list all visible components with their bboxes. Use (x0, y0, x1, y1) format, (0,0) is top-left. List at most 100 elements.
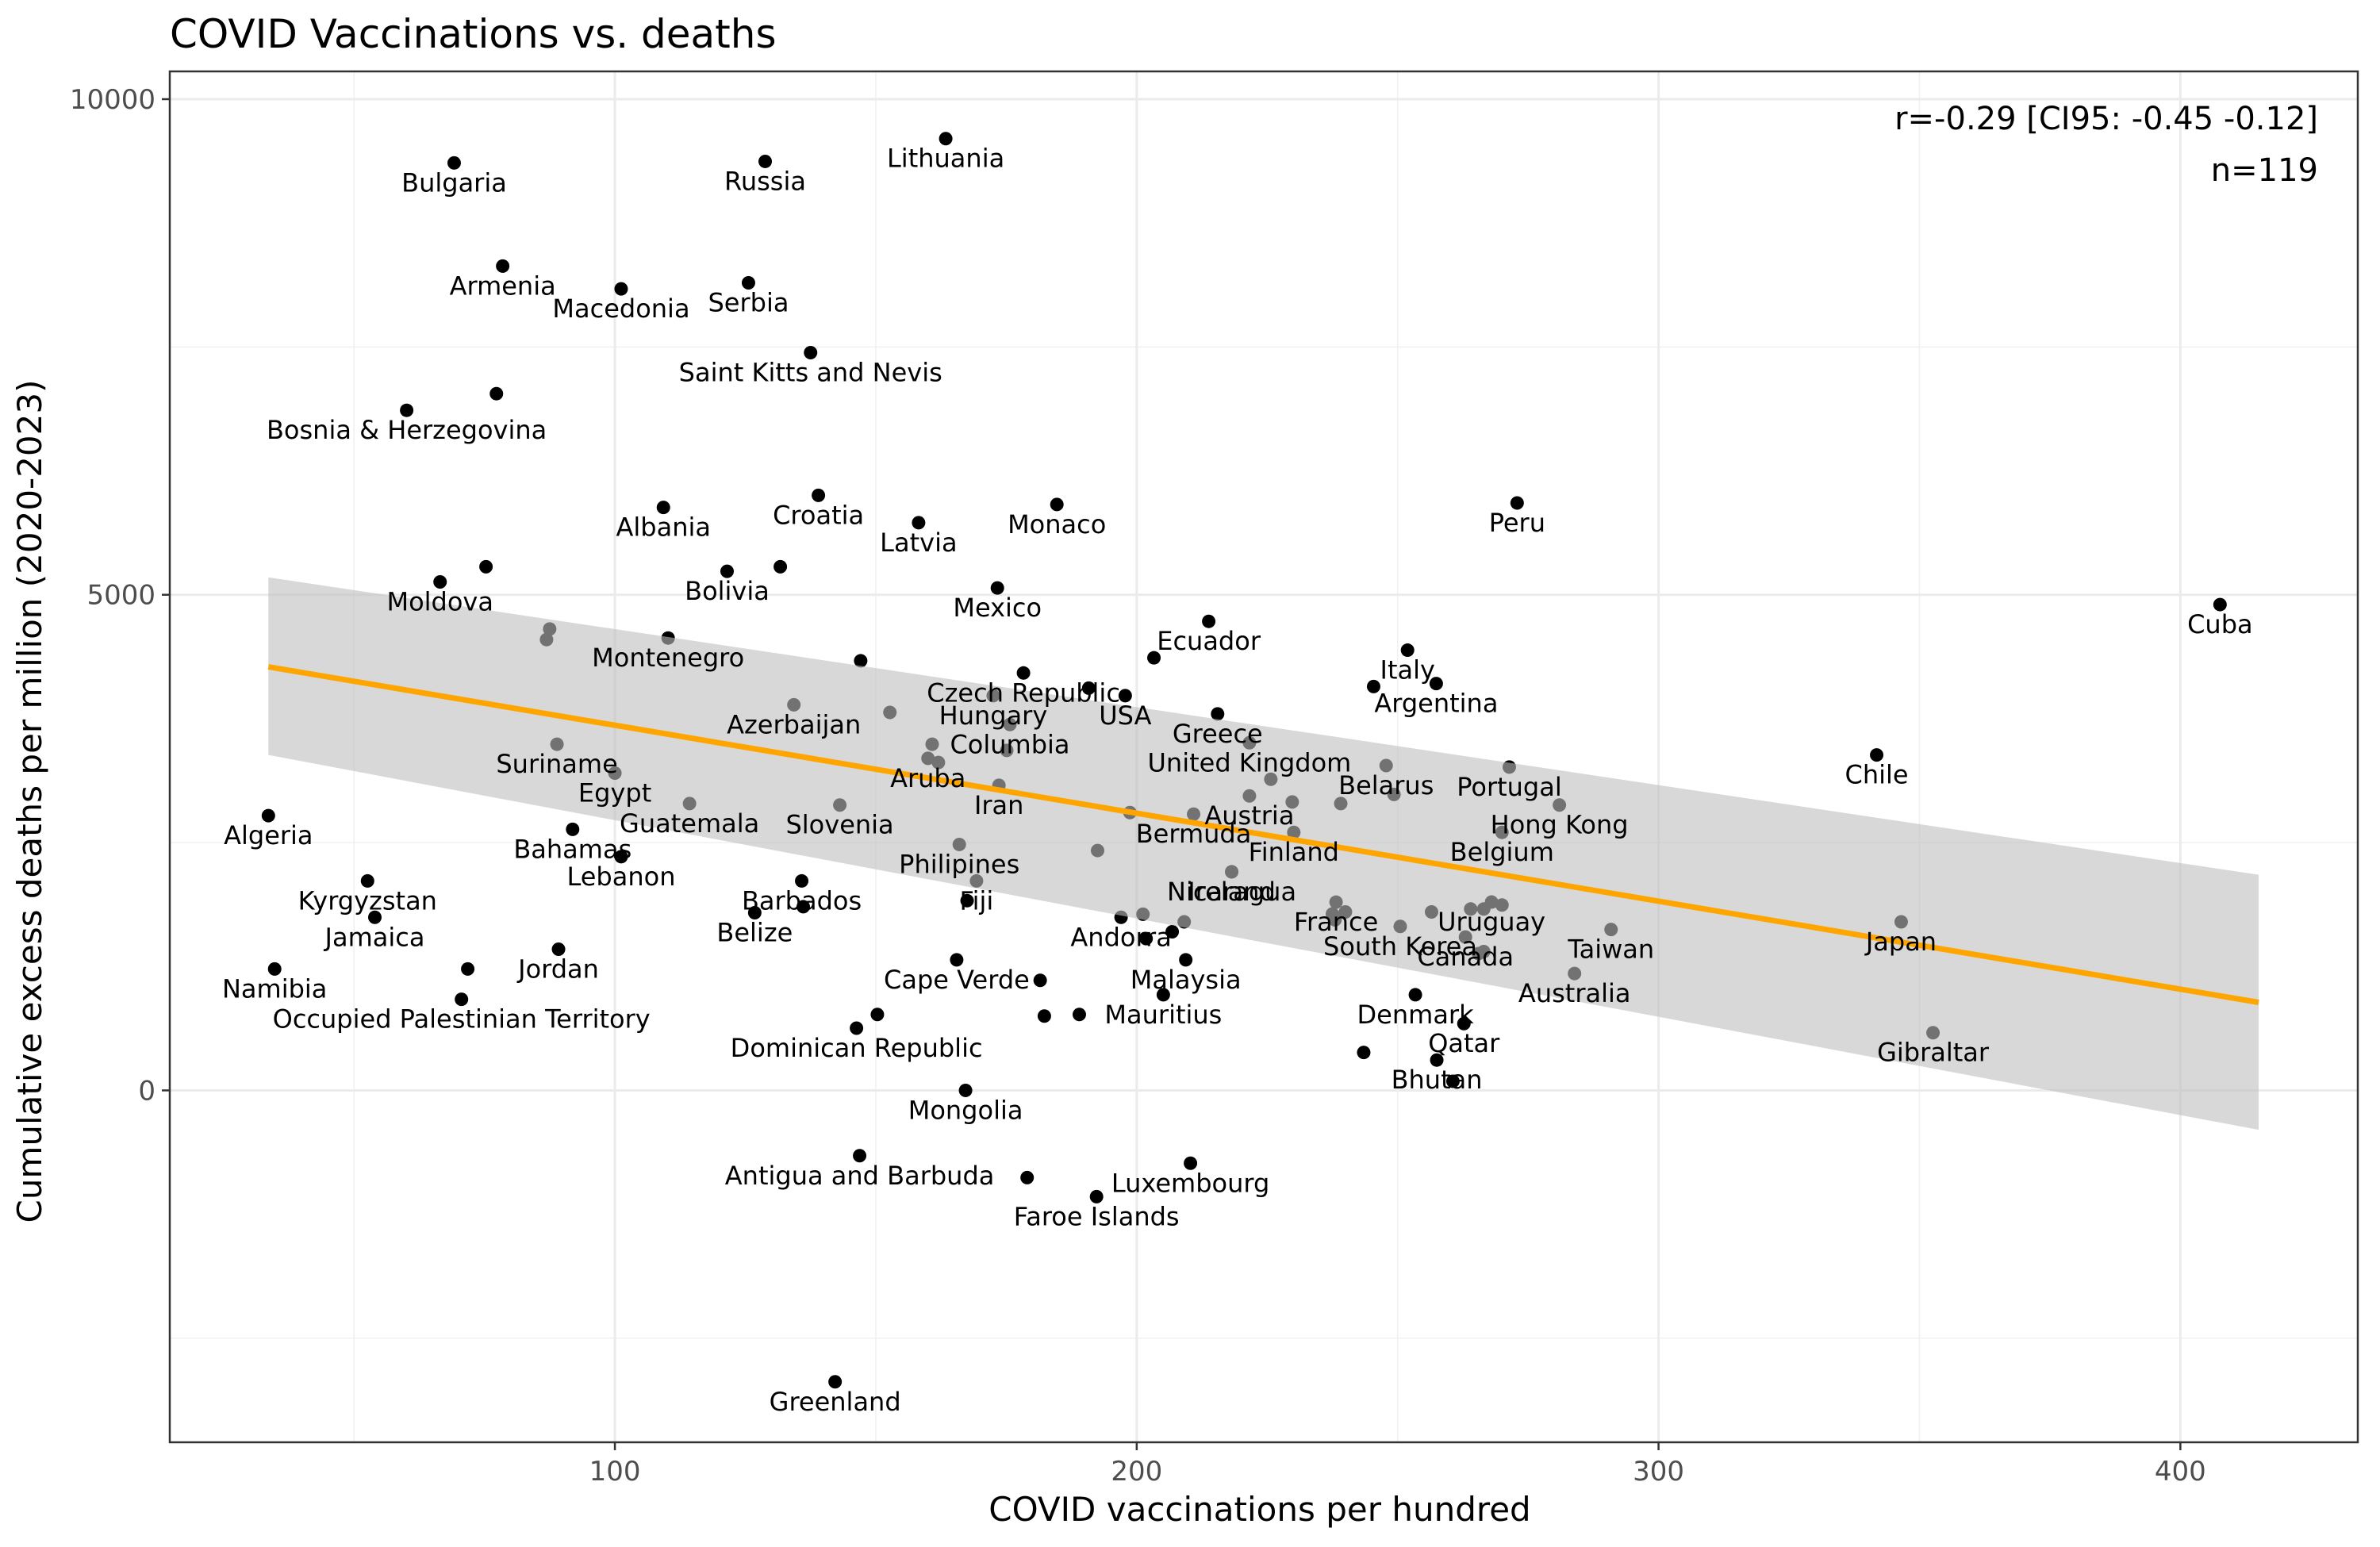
x-tick-label: 200 (1111, 1456, 1162, 1488)
axes: 100 200 300 400 0 5000 10000 (70, 70, 2359, 1488)
point-label: Finland (1249, 837, 1339, 867)
point-label: Jordan (516, 954, 599, 985)
fit-line-layer (267, 664, 2259, 1005)
point-label: Peru (1489, 508, 1545, 538)
point-label: Australia (1518, 978, 1631, 1008)
point-label: Algeria (224, 820, 313, 850)
point-label: Bolivia (685, 576, 770, 606)
point-label: Occupied Palestinian Territory (273, 1004, 651, 1035)
data-point (958, 1083, 973, 1097)
data-point (656, 501, 670, 515)
point-label: Bulgaria (401, 167, 507, 198)
point-label: United Kingdom (1147, 747, 1351, 777)
data-point (1870, 748, 1884, 762)
point-label: Slovenia (785, 810, 893, 840)
data-point (496, 259, 510, 273)
data-point (1050, 497, 1064, 512)
data-point (1408, 988, 1422, 1002)
point-label: Fiji (960, 885, 994, 916)
point-label: Croatia (773, 500, 864, 530)
data-point (990, 581, 1004, 595)
data-point (1165, 925, 1180, 939)
point-label: Azerbaijan (727, 709, 861, 739)
data-point (747, 906, 762, 920)
data-point (447, 155, 461, 170)
point-label: Jamaica (324, 922, 425, 952)
point-label: Faroe Islands (1014, 1201, 1180, 1231)
data-point (912, 516, 926, 530)
point-label: Barbados (742, 885, 862, 916)
data-point (960, 893, 974, 908)
ci-band (268, 577, 2259, 1130)
point-label: Kyrgyzstan (298, 885, 437, 916)
x-axis-title: COVID vaccinations per hundred (988, 1490, 1530, 1529)
data-point (870, 1008, 885, 1022)
data-point (1510, 496, 1524, 510)
sample-size-annotation: n=119 (2211, 152, 2318, 189)
data-point (1118, 689, 1132, 703)
y-tick-label: 0 (138, 1075, 155, 1107)
point-label: South Korea (1323, 931, 1477, 962)
point-label: Uruguay (1438, 907, 1545, 937)
y-tick-label: 5000 (86, 580, 155, 612)
point-label: Serbia (708, 288, 789, 318)
point-label: Macedonia (552, 294, 689, 324)
point-label: Montenegro (592, 643, 744, 673)
point-label: Ireland (1188, 877, 1276, 907)
grid (170, 71, 2358, 1442)
point-label: Hong Kong (1491, 810, 1629, 840)
data-point (720, 564, 734, 578)
point-label: Belize (716, 918, 793, 948)
data-point (1033, 973, 1047, 988)
data-point (1139, 931, 1154, 946)
correlation-annotation: r=-0.29 [CI95: -0.45 -0.12] (1894, 101, 2318, 137)
data-point (1072, 1008, 1086, 1022)
data-point (566, 822, 580, 836)
data-point (1016, 666, 1031, 680)
point-label: Bhutan (1392, 1065, 1483, 1095)
point-label: Malaysia (1130, 965, 1242, 995)
point-label: Egypt (578, 777, 651, 808)
data-point (741, 276, 755, 290)
data-point (854, 654, 868, 668)
regression-line (267, 664, 2259, 1005)
data-point (850, 1021, 864, 1035)
point-label: Saint Kitts and Nevis (679, 357, 942, 387)
point-label: Italy (1380, 655, 1435, 685)
data-point (400, 403, 414, 417)
point-label: Greenland (770, 1387, 901, 1417)
data-point (368, 910, 382, 924)
data-point (828, 1375, 843, 1389)
data-point (1184, 1156, 1198, 1170)
data-point (1156, 988, 1170, 1002)
point-label: Austria (1204, 800, 1294, 831)
data-point (1020, 1170, 1035, 1184)
data-point (433, 574, 447, 589)
data-point (950, 953, 964, 967)
data-point (261, 808, 275, 823)
point-label: Bosnia & Herzegovina (267, 415, 547, 445)
point-label: Iran (974, 790, 1023, 820)
x-tick-label: 300 (1633, 1456, 1684, 1488)
data-point (1457, 1016, 1471, 1031)
panel-border (168, 70, 2359, 1444)
point-label: Guatemala (620, 808, 759, 839)
data-point (489, 386, 504, 401)
data-point (939, 132, 953, 146)
x-tick-label: 400 (2155, 1456, 2206, 1488)
data-point (1089, 1189, 1104, 1203)
point-label: Gibraltar (1877, 1038, 1990, 1068)
point-label: Canada (1417, 942, 1514, 972)
data-point (1366, 679, 1380, 693)
point-label: Belarus (1338, 770, 1434, 800)
data-point (812, 488, 826, 502)
y-tick-label: 10000 (70, 84, 155, 116)
point-label: Dominican Republic (731, 1033, 983, 1063)
point-label: USA (1099, 701, 1151, 731)
confidence-band (268, 577, 2259, 1130)
data-point (853, 1149, 867, 1163)
chart-title: COVID Vaccinations vs. deaths (170, 11, 777, 57)
data-point (614, 282, 628, 296)
point-label: Aruba (890, 763, 965, 793)
